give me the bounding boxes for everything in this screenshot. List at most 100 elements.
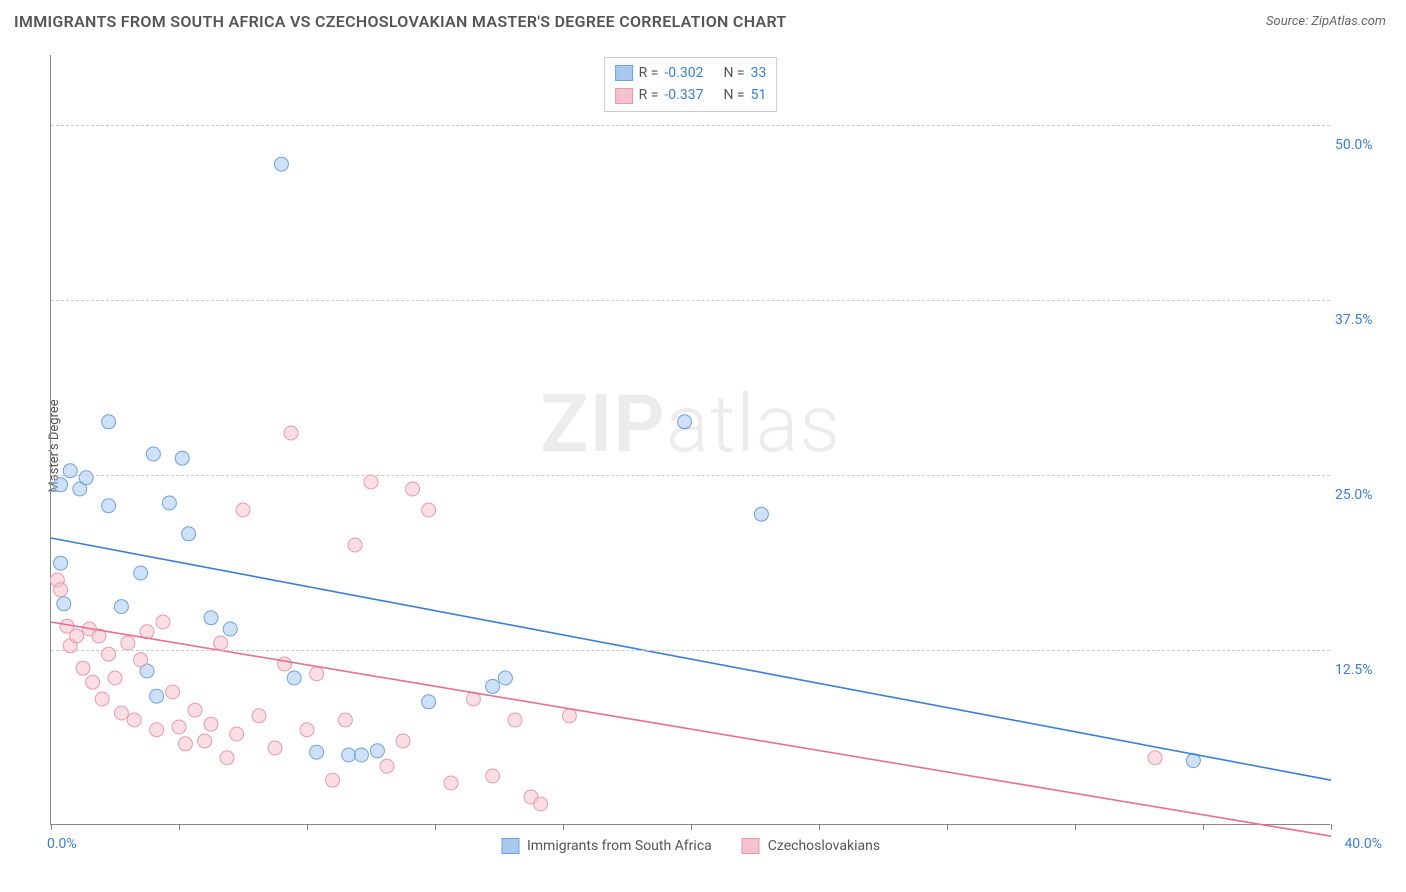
scatter-point xyxy=(70,629,84,643)
scatter-point xyxy=(150,689,164,703)
x-tick xyxy=(51,824,52,830)
scatter-point xyxy=(95,692,109,706)
r-value: -0.337 xyxy=(664,84,703,106)
scatter-point xyxy=(214,636,228,650)
scatter-point xyxy=(108,671,122,685)
gridline-h xyxy=(51,125,1330,126)
x-tick xyxy=(1075,824,1076,830)
scatter-point xyxy=(134,566,148,580)
scatter-point xyxy=(342,748,356,762)
legend-swatch xyxy=(501,838,519,854)
scatter-point xyxy=(252,709,266,723)
scatter-point xyxy=(278,657,292,671)
scatter-point xyxy=(486,769,500,783)
scatter-point xyxy=(230,727,244,741)
scatter-point xyxy=(54,583,68,597)
scatter-point xyxy=(223,622,237,636)
y-tick-label: 12.5% xyxy=(1335,662,1390,678)
n-value: 33 xyxy=(751,62,767,84)
scatter-point xyxy=(134,653,148,667)
scatter-point xyxy=(422,503,436,517)
scatter-svg xyxy=(51,55,1330,824)
x-tick-label: 40.0% xyxy=(1344,836,1382,852)
scatter-point xyxy=(1148,751,1162,765)
scatter-point xyxy=(54,556,68,570)
scatter-point xyxy=(175,451,189,465)
chart-plot-area: ZIPatlas R = -0.302N = 33R = -0.337N = 5… xyxy=(50,55,1330,825)
legend-item: Immigrants from South Africa xyxy=(501,838,712,854)
legend-swatch xyxy=(615,88,633,104)
scatter-point xyxy=(204,611,218,625)
scatter-point xyxy=(300,723,314,737)
scatter-point xyxy=(422,695,436,709)
n-label: N = xyxy=(723,84,744,106)
scatter-point xyxy=(354,748,368,762)
scatter-point xyxy=(380,759,394,773)
scatter-point xyxy=(102,499,116,513)
legend-series: Immigrants from South Africa Czechoslovak… xyxy=(501,838,880,854)
x-tick xyxy=(307,824,308,830)
scatter-point xyxy=(114,600,128,614)
scatter-point xyxy=(310,745,324,759)
gridline-h xyxy=(51,650,1330,651)
source-label: Source: ZipAtlas.com xyxy=(1266,14,1386,29)
scatter-point xyxy=(486,679,500,693)
scatter-point xyxy=(121,636,135,650)
scatter-point xyxy=(287,671,301,685)
scatter-point xyxy=(396,734,410,748)
scatter-point xyxy=(150,723,164,737)
r-label: R = xyxy=(639,84,659,106)
y-tick-label: 37.5% xyxy=(1335,312,1390,328)
legend-row: R = -0.302 N = 33 xyxy=(615,62,767,84)
scatter-point xyxy=(284,426,298,440)
scatter-point xyxy=(338,713,352,727)
scatter-point xyxy=(76,661,90,675)
scatter-point xyxy=(102,415,116,429)
legend-row: R = -0.337N = 51 xyxy=(615,84,767,106)
scatter-point xyxy=(348,538,362,552)
gridline-h xyxy=(51,300,1330,301)
r-value: -0.302 xyxy=(664,62,703,84)
scatter-point xyxy=(114,706,128,720)
y-tick-label: 25.0% xyxy=(1335,487,1390,503)
scatter-point xyxy=(188,703,202,717)
scatter-point xyxy=(86,675,100,689)
scatter-point xyxy=(498,671,512,685)
scatter-point xyxy=(172,720,186,734)
x-tick xyxy=(563,824,564,830)
x-tick-label: 0.0% xyxy=(47,836,77,852)
scatter-point xyxy=(754,507,768,521)
scatter-point xyxy=(406,482,420,496)
legend-swatch xyxy=(742,838,760,854)
x-tick xyxy=(179,824,180,830)
scatter-point xyxy=(326,773,340,787)
scatter-point xyxy=(534,797,548,811)
scatter-point xyxy=(127,713,141,727)
scatter-point xyxy=(562,709,576,723)
scatter-point xyxy=(678,415,692,429)
y-tick-label: 50.0% xyxy=(1335,137,1390,153)
r-label: R = xyxy=(639,62,659,84)
trend-line xyxy=(51,622,1331,836)
legend-correlation: R = -0.302N = 33R = -0.337N = 51 xyxy=(604,57,778,112)
x-tick xyxy=(947,824,948,830)
legend-label: Czechoslovakians xyxy=(768,838,880,854)
x-tick xyxy=(435,824,436,830)
scatter-point xyxy=(162,496,176,510)
x-tick xyxy=(819,824,820,830)
trend-line xyxy=(51,538,1331,780)
chart-title: IMMIGRANTS FROM SOUTH AFRICA VS CZECHOSL… xyxy=(14,12,787,31)
scatter-point xyxy=(364,475,378,489)
scatter-point xyxy=(178,737,192,751)
x-tick xyxy=(1203,824,1204,830)
scatter-point xyxy=(274,157,288,171)
scatter-point xyxy=(236,503,250,517)
n-label: N = xyxy=(723,62,744,84)
scatter-point xyxy=(79,471,93,485)
legend-item: Czechoslovakians xyxy=(742,838,880,854)
scatter-point xyxy=(220,751,234,765)
scatter-point xyxy=(204,717,218,731)
scatter-point xyxy=(508,713,522,727)
scatter-point xyxy=(198,734,212,748)
scatter-point xyxy=(182,527,196,541)
